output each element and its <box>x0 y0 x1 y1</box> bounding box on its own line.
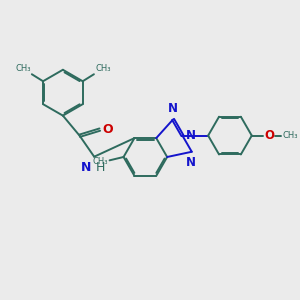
Text: H: H <box>96 161 105 174</box>
Text: N: N <box>186 156 196 169</box>
Text: CH₃: CH₃ <box>15 64 31 73</box>
Text: N: N <box>81 161 92 174</box>
Text: N: N <box>186 129 196 142</box>
Text: CH₃: CH₃ <box>95 64 110 73</box>
Text: O: O <box>265 129 275 142</box>
Text: CH₃: CH₃ <box>93 157 108 166</box>
Text: N: N <box>167 103 178 116</box>
Text: CH₃: CH₃ <box>283 131 298 140</box>
Text: O: O <box>103 122 113 136</box>
